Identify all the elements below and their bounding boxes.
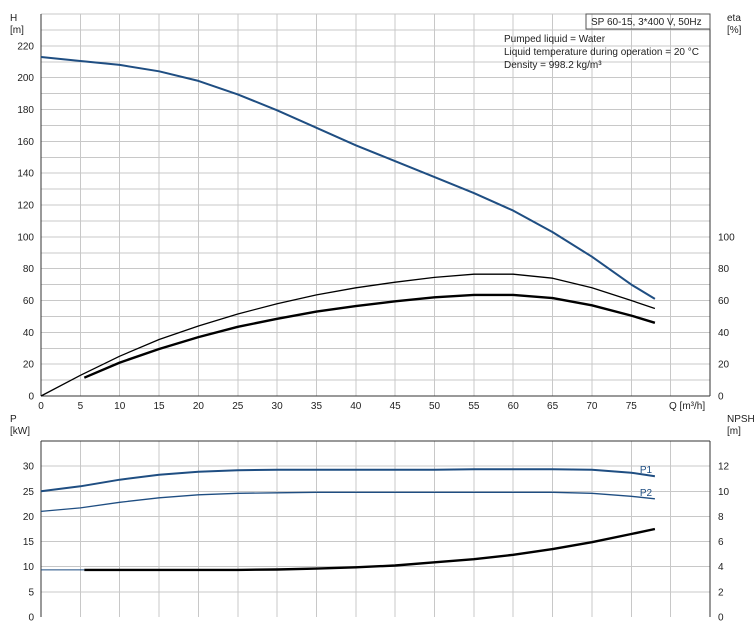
title-box-frame <box>585 13 711 30</box>
head-tick-label: 160 <box>17 137 34 148</box>
head-tick-label: 180 <box>17 105 34 116</box>
head-tick-label: 40 <box>23 328 35 339</box>
power-axis-label: P <box>10 414 17 425</box>
flow-tick-label: 40 <box>350 401 362 412</box>
flow-tick-label: 65 <box>547 401 559 412</box>
head-tick-label: 80 <box>23 264 35 275</box>
annotation-density: Density = 998.2 kg/m³ <box>504 60 602 71</box>
power-tick-label: 0 <box>28 613 34 624</box>
npsh-axis-label: NPSH <box>727 414 755 425</box>
annotation-pumped-liquid: Pumped liquid = Water <box>504 34 606 45</box>
p2-power-curve <box>40 491 655 513</box>
head-tick-label: 0 <box>28 392 34 403</box>
head-tick-label: 20 <box>23 360 35 371</box>
head-axis-label: [m] <box>10 25 24 36</box>
npsh-tick-label: 4 <box>718 562 724 573</box>
efficiency-axis-label: [%] <box>727 25 742 36</box>
upper-chart-panel: 0204060801001201401601802002200204060801… <box>10 13 742 412</box>
efficiency-tick-label: 100 <box>718 232 735 243</box>
npsh-tick-label: 12 <box>718 462 730 473</box>
flow-tick-label: 60 <box>508 401 520 412</box>
efficiency-tick-label: 40 <box>718 328 730 339</box>
power-axis-label: [kW] <box>10 426 30 437</box>
power-tick-label: 15 <box>23 537 35 548</box>
flow-tick-label: 20 <box>193 401 205 412</box>
flow-tick-label: 35 <box>311 401 323 412</box>
flow-tick-label: 45 <box>390 401 402 412</box>
power-tick-label: 10 <box>23 562 35 573</box>
series-label-p1: P1 <box>640 465 653 476</box>
flow-tick-label: 50 <box>429 401 441 412</box>
flow-tick-label: 0 <box>38 401 44 412</box>
flow-tick-label: 70 <box>586 401 598 412</box>
x-axis-label: Q [m³/h] <box>669 401 705 412</box>
head-tick-label: 120 <box>17 201 34 212</box>
power-tick-label: 20 <box>23 512 35 523</box>
flow-tick-label: 10 <box>114 401 126 412</box>
lower-chart-panel: 0 5 10 15 20 25 30 0 2 4 6 8 10 12 P[kW] NPSH[m] P1 P2 <box>10 414 755 624</box>
head-tick-label: 200 <box>17 73 34 84</box>
npsh-axis-label: [m] <box>727 426 741 437</box>
flow-tick-label: 30 <box>272 401 284 412</box>
head-tick-label: 220 <box>17 41 34 52</box>
flow-tick-label: 5 <box>78 401 84 412</box>
pump-annotations: Pumped liquid = Water Liquid temperature… <box>504 34 699 71</box>
p1-power-curve <box>40 468 656 493</box>
title-box: SP 60-15, 3*400 V, 50Hz <box>585 13 711 30</box>
npsh-tick-label: 2 <box>718 587 724 598</box>
head-tick-label: 140 <box>17 169 34 180</box>
flow-tick-label: 75 <box>626 401 638 412</box>
npsh-tick-label: 10 <box>718 487 730 498</box>
npsh-tick-label: 0 <box>718 613 724 624</box>
total-efficiency-curve <box>83 293 656 379</box>
npsh-curve <box>84 527 656 572</box>
efficiency-tick-label: 0 <box>718 392 724 403</box>
power-tick-label: 5 <box>28 587 34 598</box>
head-tick-label: 60 <box>23 296 35 307</box>
chart-title: SP 60-15, 3*400 V, 50Hz <box>591 17 702 28</box>
efficiency-curve <box>40 273 656 397</box>
efficiency-tick-label: 60 <box>718 296 730 307</box>
series-label-p2: P2 <box>640 488 653 499</box>
efficiency-tick-label: 20 <box>718 360 730 371</box>
flow-tick-label: 55 <box>468 401 480 412</box>
head-tick-label: 100 <box>17 232 34 243</box>
head-axis-label: H <box>10 13 17 24</box>
npsh-tick-label: 8 <box>718 512 724 523</box>
efficiency-axis-label: eta <box>727 13 741 24</box>
npsh-tick-label: 6 <box>718 537 724 548</box>
flow-tick-label: 15 <box>153 401 165 412</box>
head-curve <box>40 56 656 300</box>
power-tick-label: 25 <box>23 487 35 498</box>
power-tick-label: 30 <box>23 462 35 473</box>
annotation-liquid-temperature: Liquid temperature during operation = 20… <box>504 47 699 58</box>
flow-tick-label: 25 <box>232 401 244 412</box>
efficiency-tick-label: 80 <box>718 264 730 275</box>
